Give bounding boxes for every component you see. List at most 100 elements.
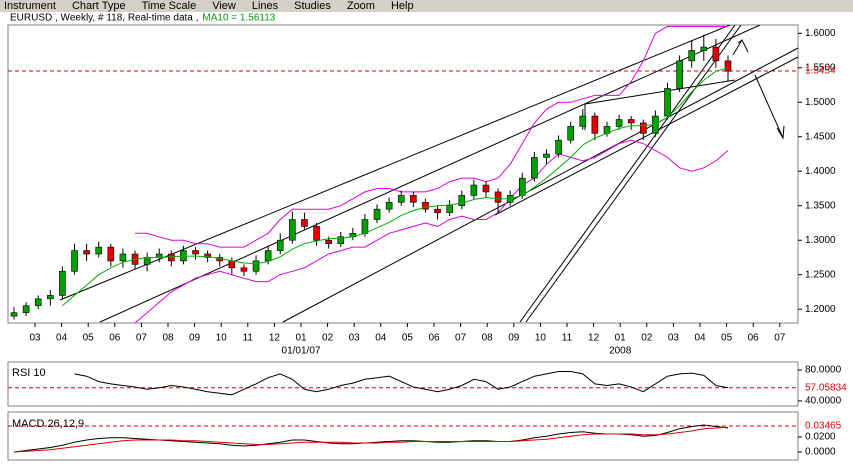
x-tick-label: 02	[641, 333, 653, 344]
trend-line	[519, 25, 736, 323]
candle-body	[482, 184, 490, 193]
x-tick-label: 10	[535, 333, 547, 344]
rsi-panel	[7, 361, 799, 407]
arrow	[754, 74, 784, 139]
candle-body	[373, 208, 381, 220]
y-tick-label: 80.0000	[805, 365, 842, 376]
menu-item[interactable]: Lines	[252, 0, 279, 12]
indicator-line	[13, 426, 729, 453]
candle-body	[107, 246, 115, 262]
x-tick-label: 05	[83, 333, 95, 344]
arrow	[732, 38, 749, 56]
candle-body	[385, 201, 393, 210]
candle-body	[615, 119, 623, 127]
x-tick-label: 04	[694, 333, 706, 344]
x-tick-label: 04	[56, 333, 68, 344]
candle-body	[119, 253, 127, 262]
candle-body	[567, 126, 574, 141]
x-tick-label: 11	[243, 333, 254, 344]
candle-body	[627, 119, 635, 124]
candle-body	[276, 239, 284, 251]
price-line-label: 1.5454	[805, 66, 836, 77]
menu-item[interactable]: Help	[391, 0, 414, 12]
macd-panel	[7, 411, 799, 461]
menu-item[interactable]: Studies	[294, 0, 331, 12]
menu: Instrument Chart Type Time Scale View Lines S…	[4, 0, 414, 12]
x-tick-label: 07	[136, 333, 148, 344]
x-tick-label: 12	[588, 333, 600, 344]
x-tick-label: 08	[162, 333, 174, 344]
menu-item[interactable]: Instrument	[4, 0, 56, 12]
candle-body	[59, 270, 66, 296]
candle-body	[34, 298, 42, 307]
y-tick-label: 0.0000	[805, 447, 836, 458]
candle-body	[664, 88, 671, 117]
candle-body	[555, 139, 562, 155]
candle-body	[397, 195, 405, 203]
y-tick-label: 1.5500	[805, 62, 836, 73]
candle-body	[410, 195, 417, 203]
candle-body	[446, 205, 453, 213]
menu-item[interactable]: View	[212, 0, 236, 12]
trend-line	[584, 79, 736, 105]
y-tick-label: 1.6000	[805, 28, 836, 39]
x-sublabel: 2008	[609, 346, 632, 357]
x-tick-label: 03	[668, 333, 680, 344]
x-tick-label: 02	[322, 333, 334, 344]
candle-body	[639, 122, 647, 134]
menu-item[interactable]: Zoom	[347, 0, 375, 12]
x-tick-label: 06	[109, 333, 121, 344]
candle-body	[434, 208, 441, 213]
candle-body	[240, 267, 248, 272]
candle-body	[688, 50, 695, 62]
macd-title: MACD 26,12,9	[12, 418, 84, 430]
y-tick-label: 1.5000	[805, 97, 836, 108]
x-tick-label: 06	[748, 333, 760, 344]
x-sublabel: 01/01/07	[282, 346, 321, 357]
x-tick-label: 11	[562, 333, 573, 344]
level-line-label: 0.03465	[805, 421, 842, 432]
main-panel	[7, 24, 799, 324]
candle-body	[95, 246, 103, 255]
y-tick-label: 1.2500	[805, 269, 836, 280]
trend-line	[494, 56, 798, 216]
candle-body	[470, 184, 478, 196]
x-tick-label: 04	[375, 333, 387, 344]
x-tick-label: 05	[402, 333, 414, 344]
y-tick-label: 1.3500	[805, 200, 836, 211]
candle-body	[458, 195, 466, 207]
y-tick-label: 1.3000	[805, 235, 836, 246]
candle-body	[10, 312, 18, 317]
x-tick-label: 07	[774, 333, 786, 344]
x-tick-label: 03	[29, 333, 41, 344]
menu-item[interactable]: Time Scale	[142, 0, 197, 12]
candle-body	[494, 191, 502, 203]
candle-body	[712, 46, 720, 62]
candle-body	[252, 260, 260, 272]
plot-layers: 1.6000 1.5500 1.5000 1.4500 1.4000 1.3500 1.30…	[8, 25, 847, 458]
candle-body	[531, 157, 538, 179]
candle-body	[325, 239, 332, 244]
rsi-title: RSI 10	[12, 367, 46, 379]
candle-body	[301, 219, 308, 227]
candle-body	[264, 250, 272, 262]
x-tick-label: 09	[189, 333, 201, 344]
ma-line	[62, 67, 729, 307]
candle-body	[143, 257, 151, 265]
x-tick-label: 08	[482, 333, 494, 344]
candle-body	[361, 219, 369, 234]
candle-body	[313, 226, 320, 241]
x-tick-label: 01	[295, 333, 307, 344]
menu-bar	[0, 0, 853, 12]
candle-body	[289, 219, 296, 241]
menu-item[interactable]: Chart Type	[72, 0, 126, 12]
trend-line	[99, 25, 761, 323]
y-tick-label: 40.0000	[805, 396, 842, 407]
candle-body	[22, 305, 30, 313]
y-tick-label: 1.2000	[805, 304, 836, 315]
candle-body	[422, 201, 429, 210]
candle-body	[591, 115, 599, 134]
x-tick-label: 01	[615, 333, 627, 344]
candle-body	[724, 60, 732, 72]
